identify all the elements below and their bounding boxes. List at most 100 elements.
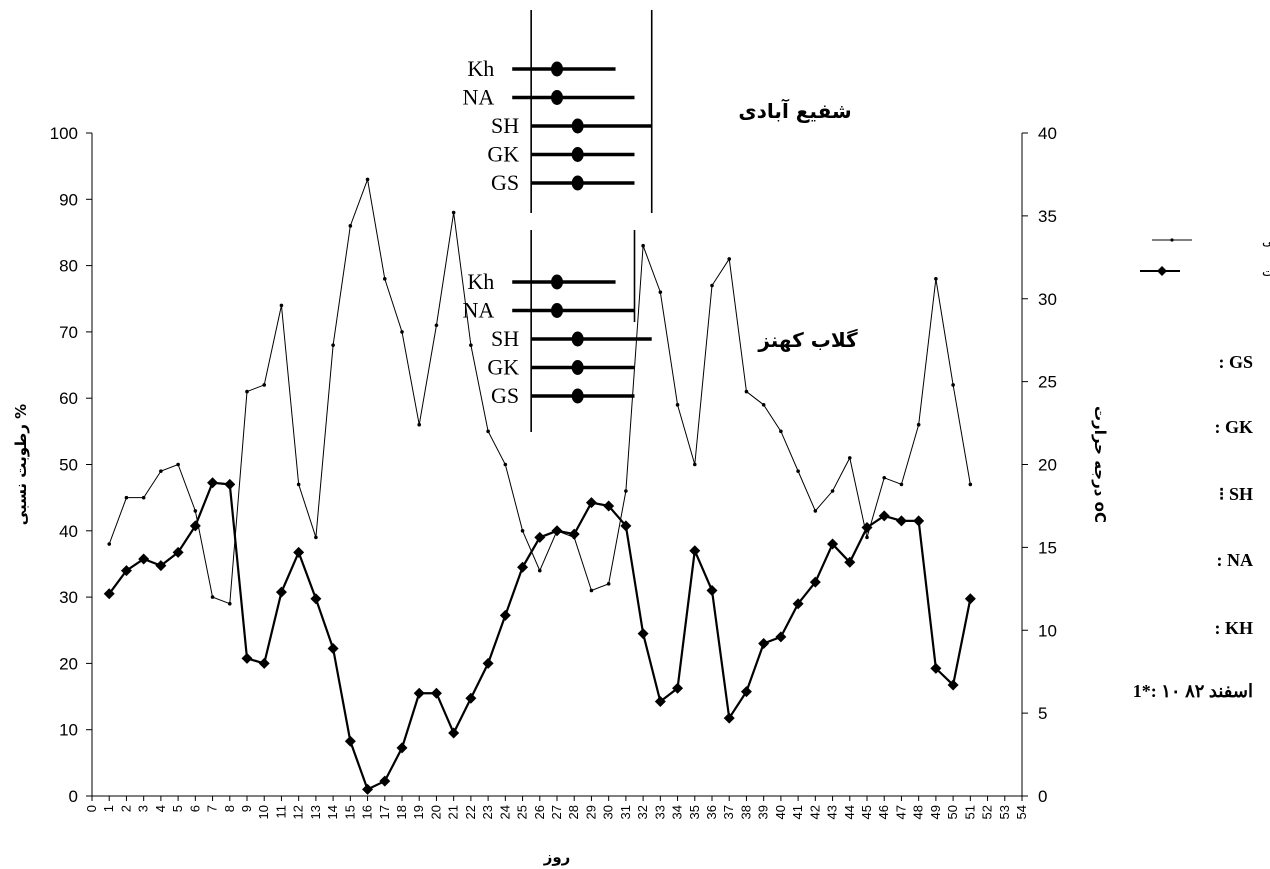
right-tick-label: 0 [1038,787,1047,806]
temperature-point [654,696,666,708]
humidity-point [710,283,714,288]
legend-label: درجه حرارت [1262,265,1270,280]
humidity-point [675,403,680,407]
right-tick-label: 5 [1038,704,1047,723]
temperature-point [844,556,856,568]
x-tick-label: 32 [635,805,650,819]
humidity-point [417,422,422,427]
temperature-point [913,515,925,527]
legend: رطوبت نسبی درجه حرارت [1140,234,1270,280]
ci-mean-dot [571,175,584,191]
x-tick-label: 19 [411,805,426,819]
left-tick-label: 0 [69,787,78,806]
x-tick-label: 12 [291,805,306,819]
humidity-point [469,343,473,347]
temperature-point [172,546,184,558]
x-tick-label: 17 [377,805,392,819]
left-tick-label: 40 [59,522,78,541]
ci-label: GK [487,142,519,167]
x-tick-label: 31 [618,805,633,819]
x-tick-label: 6 [187,805,202,812]
temperature-point [138,553,150,565]
temperature-point [224,478,236,490]
humidity-point [348,224,353,228]
left-tick-label: 60 [59,389,78,408]
x-tick-label: 27 [549,805,564,819]
right-axis-title: درجه حرارت oC [1091,406,1109,523]
humidity-point [193,509,198,513]
humidity-point [382,277,387,281]
ci-mean-dot [571,360,584,375]
x-tick-label: 5 [170,805,185,812]
x-tick-label: 53 [997,805,1012,819]
temperature-point [792,598,804,610]
left-axis-title: رطوبت نسبی % [12,404,30,525]
temperature-point [930,662,942,674]
left-tick-label: 20 [59,654,78,673]
temperature-point [482,657,494,669]
x-tick-label: 51 [962,805,977,819]
x-tick-label: 3 [136,805,151,812]
series-layer [103,177,976,795]
x-tick-label: 36 [704,805,719,819]
temperature-point [293,546,305,558]
temperature-point [637,628,649,640]
temperature-point [103,588,115,600]
humidity-point [503,462,508,467]
x-tick-label: 39 [756,805,771,819]
humidity-point [124,495,129,500]
x-tick-label: 49 [928,805,943,819]
humidity-point [624,489,628,493]
side-note: 1*: ۱۰ اسفند ۸۲ [1133,681,1253,701]
humidity-point [761,403,766,407]
temperature-point [207,477,219,489]
side-note: ⁝ SH [1219,484,1253,504]
temperature-point [568,528,580,540]
x-tick-label: 8 [222,805,237,812]
ci-label: SH [491,326,519,351]
humidity-point [486,429,490,434]
ci-label: GS [491,170,519,195]
left-tick-label: 10 [59,721,78,740]
ci-mean-dot [551,274,563,290]
x-tick-label: 48 [911,805,926,819]
left-tick-label: 30 [59,588,78,607]
x-axis-title: روز [543,848,571,866]
temperature-line [108,481,972,791]
temperature-point [120,565,132,577]
humidity-point [400,330,404,334]
ci-mean-dot [551,90,563,105]
x-tick-label: 10 [256,805,271,819]
x-tick-label: 21 [446,805,461,819]
humidity-point [882,475,887,480]
x-tick-label: 37 [721,805,736,819]
ci-label: NA [462,298,494,323]
x-tick-label: 23 [480,805,495,819]
humidity-point [520,529,525,533]
ci-label: Kh [467,56,494,81]
temperature-point [517,561,529,573]
ci-mean-dot [551,61,563,77]
temperature-point [689,545,701,557]
temperature-point [723,712,735,724]
x-tick-label: 9 [239,805,254,812]
temperature-point [758,638,770,650]
ci-mean-dot [571,388,584,404]
humidity-point [314,535,318,540]
x-tick-label: 28 [566,805,581,819]
humidity-point [159,469,163,473]
x-tick-label: 13 [308,805,323,819]
humidity-point [296,482,301,487]
ci-label: Kh [467,269,494,294]
temperature-point [827,538,839,550]
x-tick-label: 20 [428,805,443,819]
x-tick-label: 16 [360,805,375,819]
side-note: : KH [1215,618,1254,638]
temperature-point [413,687,425,699]
humidity-point [606,582,611,586]
temperature-point [258,657,270,669]
humidity-point [934,277,938,281]
annotation-layer: شفیع آبادی Kh NA SH GK GS گلاب کهنز Kh NA SH GK GS [462,10,858,432]
humidity-point [744,389,749,394]
humidity-point [641,243,645,248]
